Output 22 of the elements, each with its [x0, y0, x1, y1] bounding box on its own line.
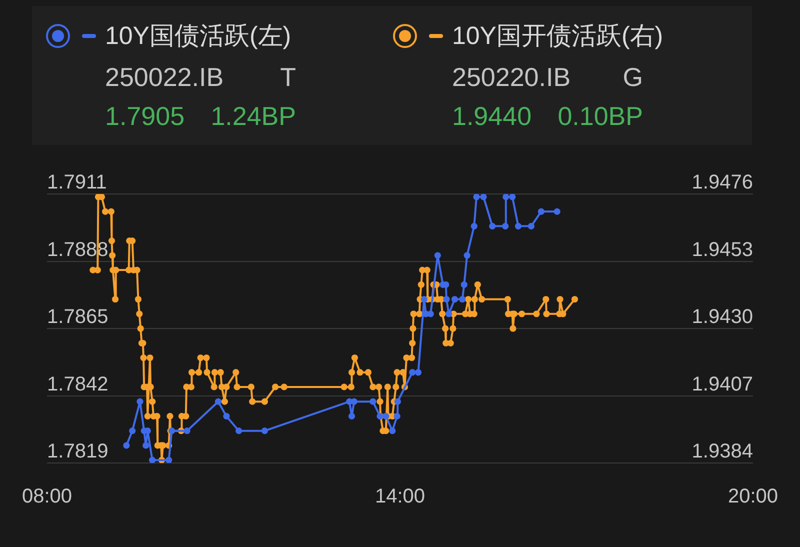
- y2-tick-label: 1.9453: [692, 238, 753, 261]
- x-tick-label: 14:00: [374, 486, 426, 508]
- text: 250022.IB: [105, 62, 224, 92]
- y2-tick-label: 1.9407: [692, 373, 753, 396]
- y2-tick-label: 1.9384: [692, 440, 753, 463]
- text: T: [280, 62, 296, 92]
- y-tick-label: 1.7911: [47, 172, 107, 194]
- y-tick-label: 1.7865: [47, 306, 108, 328]
- legend-label: 10Y国债活跃(左): [105, 22, 292, 50]
- text: 0.10BP: [558, 101, 643, 131]
- y-tick-label: 1.7819: [47, 440, 108, 463]
- y2-tick-label: 1.9430: [692, 306, 753, 328]
- text: 250220.IB: [452, 62, 571, 92]
- x-tick-label: 20:00: [728, 486, 778, 508]
- y2-tick-label: 1.9476: [692, 172, 753, 194]
- text: 1.7905: [105, 101, 185, 131]
- y-tick-label: 1.7842: [47, 373, 108, 396]
- text: 1.24BP: [210, 101, 296, 131]
- legend-label: 10Y国开债活跃(右): [452, 22, 664, 50]
- text: G: [622, 62, 643, 92]
- text: 1.9440: [452, 101, 532, 131]
- x-tick-label: 08:00: [22, 486, 72, 508]
